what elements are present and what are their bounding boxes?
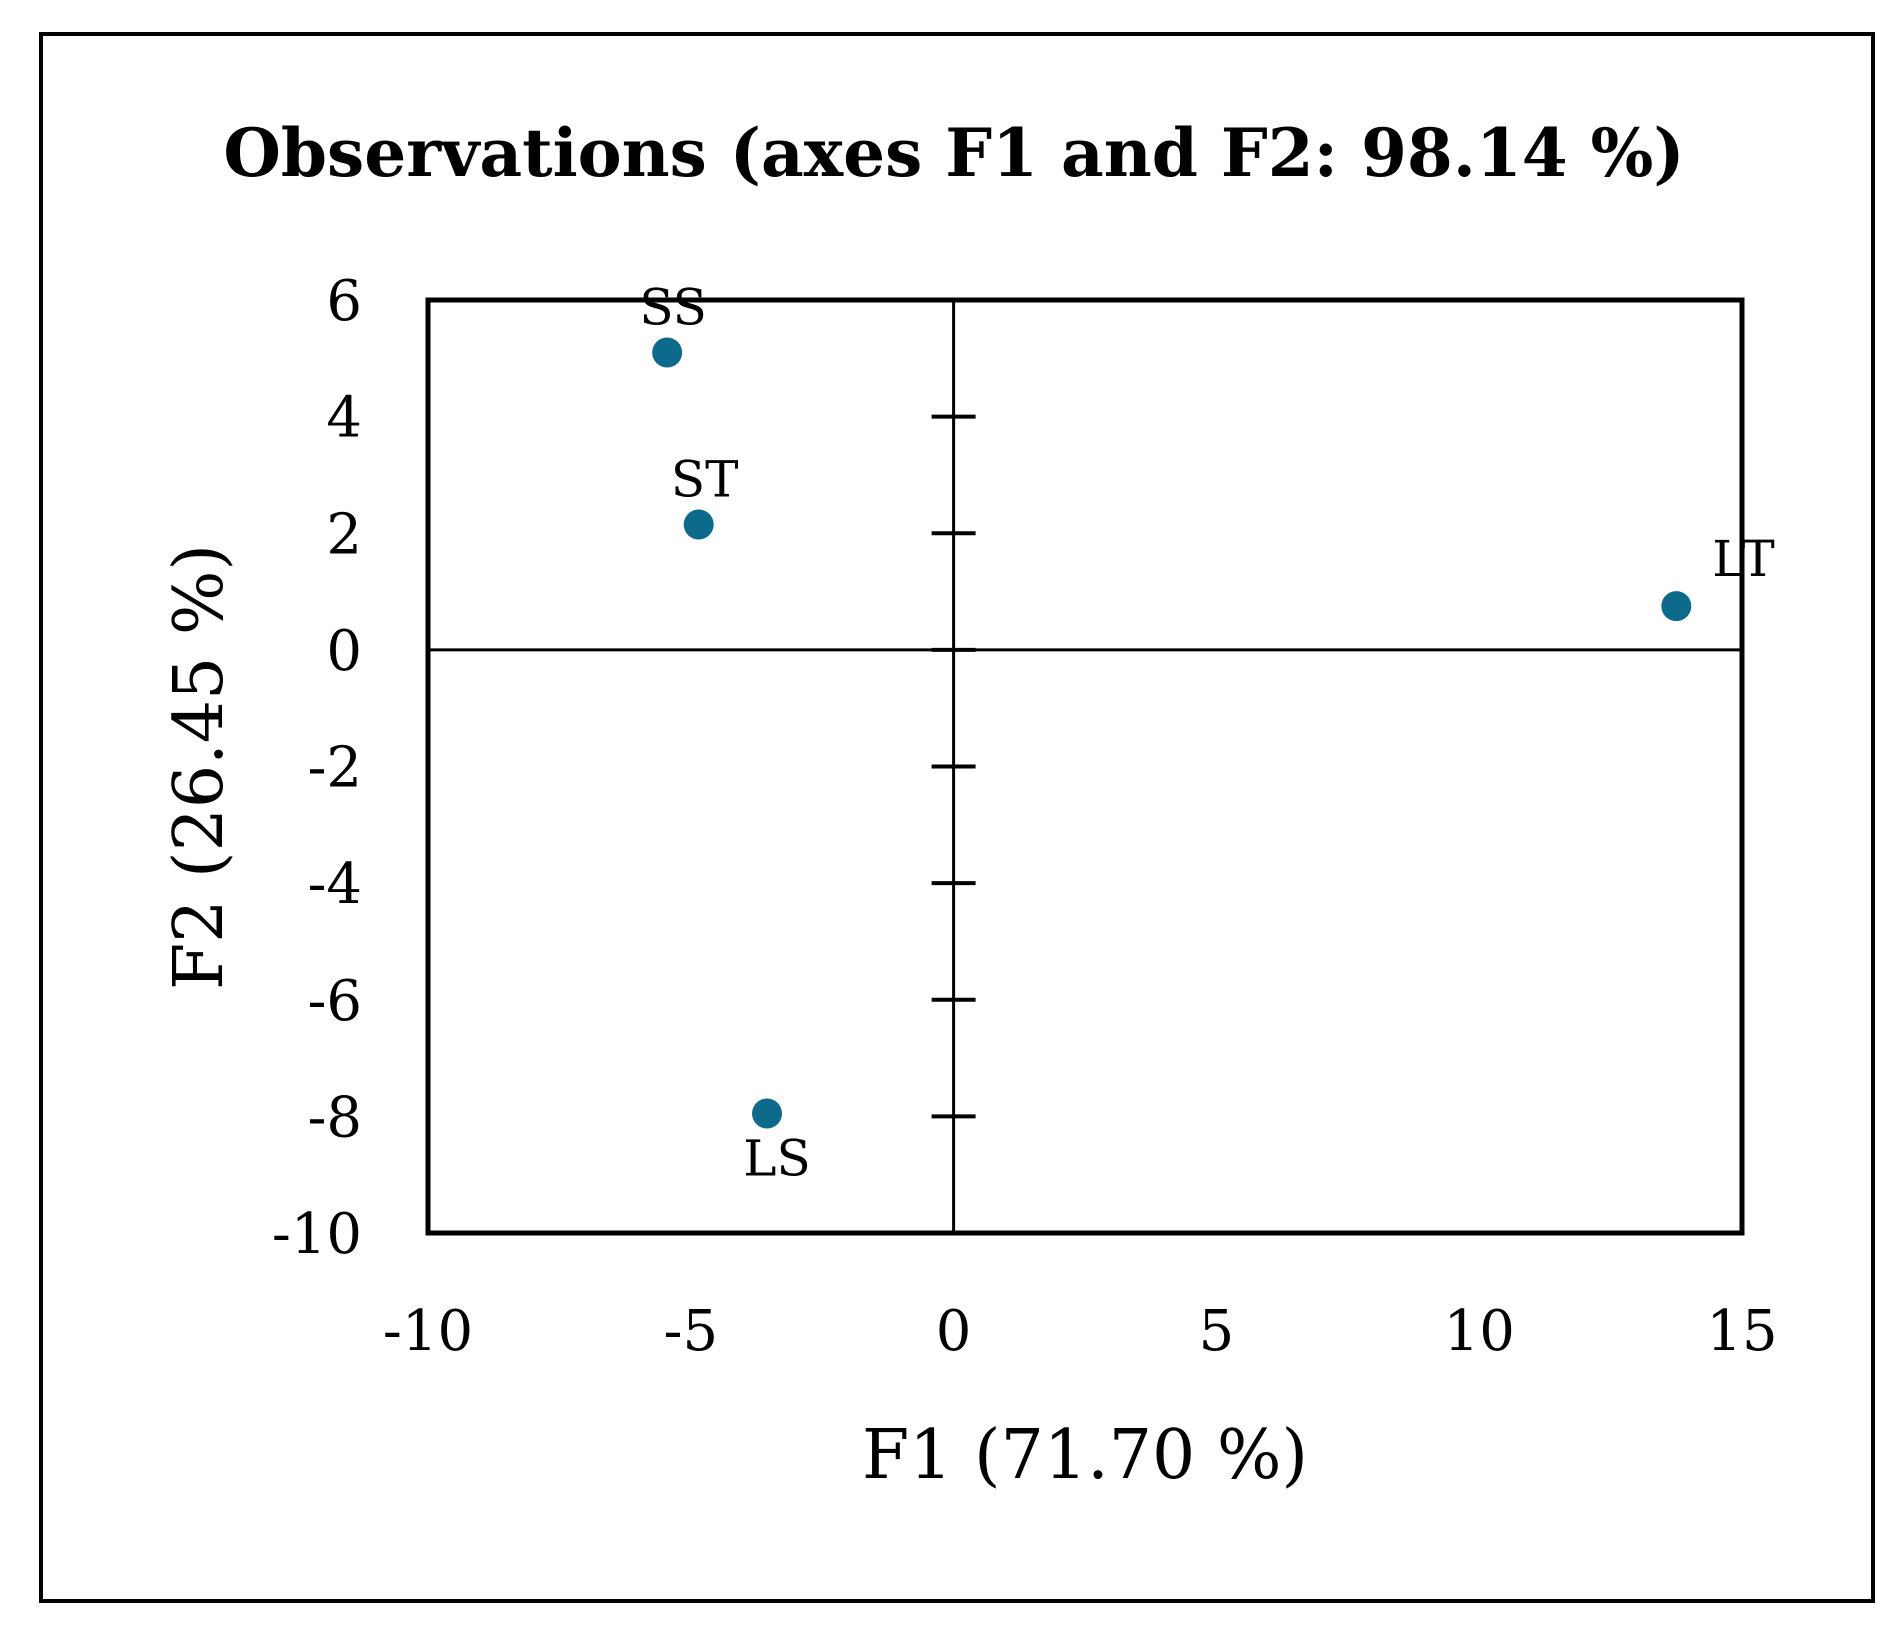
chart-title: Observations (axes F1 and F2: 98.14 %) [223, 114, 1684, 192]
x-tick-label: 10 [1444, 1299, 1515, 1364]
y-tick-label: -8 [307, 1085, 362, 1150]
x-tick-label: -10 [383, 1299, 473, 1364]
y-tick-label: 6 [326, 269, 362, 334]
y-tick-label: -6 [307, 969, 362, 1034]
x-axis-title: F1 (71.70 %) [862, 1416, 1308, 1495]
point-label-lt: LT [1712, 530, 1774, 588]
y-tick-label: 2 [326, 502, 362, 567]
x-tick-label: -5 [664, 1299, 719, 1364]
point-label-ss: SS [639, 278, 707, 336]
y-tick-label: -2 [307, 736, 362, 801]
data-point-st [683, 509, 714, 540]
axes-layer [428, 300, 1742, 1233]
data-points: SS ST LT LS [639, 278, 1774, 1187]
x-tick-label: 5 [1199, 1299, 1235, 1364]
y-axis-title: F2 (26.45 %) [160, 544, 239, 990]
data-point-ss [652, 337, 683, 368]
data-point-lt [1661, 591, 1692, 622]
point-label-ls: LS [743, 1129, 810, 1187]
plot-area [425, 297, 1745, 1236]
data-point-ls [752, 1098, 783, 1129]
y-tick-label: -4 [307, 852, 362, 917]
y-tick-label: 4 [326, 386, 362, 451]
x-tick-label: 0 [936, 1299, 972, 1364]
tick-labels: -10 -5 0 5 10 15 6 4 2 0 -2 -4 -6 -8 -10 [272, 269, 1778, 1364]
x-tick-label: 15 [1706, 1299, 1777, 1364]
y-tick-label: -10 [272, 1202, 362, 1267]
outer-frame [39, 32, 1875, 1603]
y-tick-label: 0 [326, 619, 362, 684]
point-label-st: ST [671, 451, 739, 509]
